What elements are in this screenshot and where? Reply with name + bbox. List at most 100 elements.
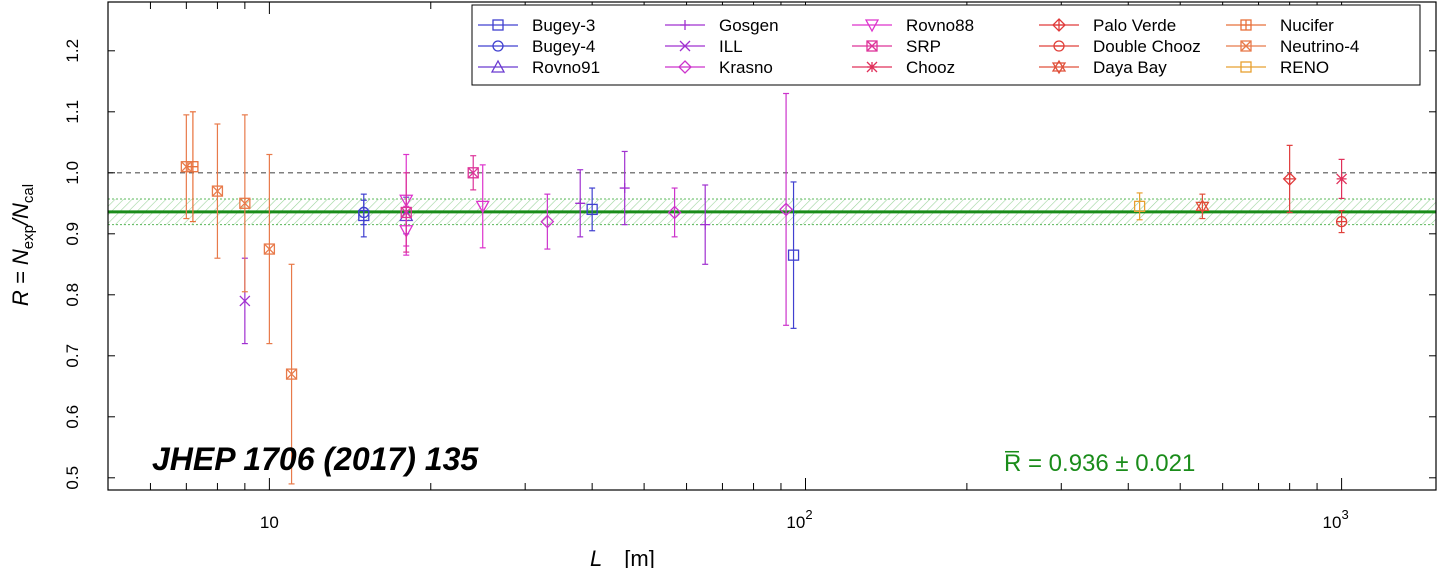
marker-cross [286,368,298,380]
data-point [180,114,192,220]
series-palo-verde [1282,144,1297,214]
data-point [1282,144,1297,214]
marker-cross [1240,40,1252,52]
series-chooz [1336,158,1348,200]
marker [1240,40,1252,52]
marker [239,197,251,209]
legend-entry: Double Chooz [1039,37,1201,56]
legend-label: ILL [719,37,743,56]
marker [263,243,276,255]
legend-entry: ILL [665,37,743,56]
marker-cross [239,197,251,209]
marker [700,219,711,230]
data-point [467,155,479,191]
series-double-chooz [1335,210,1348,234]
legend-entry: Rovno91 [478,58,600,77]
data-point [285,263,298,485]
marker [475,200,490,214]
marker-cross [211,185,223,197]
marker [787,249,800,261]
data-point [187,111,199,223]
marker-2 [1051,62,1067,75]
data-point [575,169,586,238]
data-point [586,187,598,232]
y-tick-label: 0.6 [63,405,82,429]
marker-plus [1054,20,1064,30]
y-tick-label: 0.7 [63,344,82,368]
x-tick-label: 103 [1323,507,1349,532]
legend-label: Gosgen [719,16,779,35]
marker [1052,18,1066,32]
marker-cross [866,40,878,52]
series-reno [1133,192,1146,221]
marker [211,185,224,197]
marker [678,60,692,74]
marker [779,202,793,217]
data-point [787,181,800,329]
y-tick-label: 1.2 [63,39,82,63]
y-tick-label: 0.5 [63,466,82,490]
marker-cross [263,243,275,255]
legend-label: Nucifer [1280,16,1334,35]
legend-entry: Nucifer [1226,16,1334,35]
marker [1336,173,1348,185]
series-srp [400,155,479,253]
legend-entry: Chooz [852,58,955,77]
legend-entry: Neutrino-4 [1226,37,1359,56]
marker [864,19,880,33]
marker [586,203,598,216]
data-point [779,92,793,326]
marker [575,198,586,209]
legend-entry: Daya Bay [1039,58,1167,77]
legend-entry: Bugey-3 [478,16,595,35]
data-point [619,150,630,226]
reference-annotation: JHEP 1706 (2017) 135 [152,441,479,477]
legend-box [471,4,1421,86]
marker [866,40,878,52]
legend-entry: SRP [852,37,941,56]
series-gosgen [575,150,711,265]
data-point [239,114,251,293]
marker [680,20,690,30]
x-tick-label: 10 [260,513,279,532]
data-point [1195,193,1210,220]
marker-cross [467,167,479,179]
data-point [700,184,711,265]
data-point [540,193,555,250]
data-point [211,123,224,259]
plot-frame [107,1,1437,491]
series-nucifer [187,111,199,223]
data-point [1336,158,1348,200]
legend-label: Rovno91 [532,58,600,77]
legend-label: Rovno88 [906,16,974,35]
data-point [358,199,370,226]
y-axis-title: R = Nexp/Ncal [8,184,37,306]
marker [467,167,479,179]
x-axis-title: L [m] [590,546,655,568]
legend-entry: RENO [1226,58,1329,77]
marker [1240,61,1252,73]
marker [492,40,504,52]
legend-entry: Gosgen [665,16,779,35]
data-point [1335,210,1348,234]
data-point [667,187,682,238]
legend-label: Chooz [906,58,955,77]
legend-entry: Palo Verde [1039,16,1176,35]
mean-label: R̅ = 0.936 ± 0.021 [1004,450,1195,477]
y-tick-label: 1.0 [63,161,82,185]
marker [679,40,691,52]
series-neutrino-4 [180,114,298,485]
y-tick-label: 0.9 [63,222,82,246]
data-point [1133,192,1146,221]
series-krasno [540,92,793,326]
axes: 0.5 0.6 0.7 0.8 0.9 1.0 1.1 1.2 10 102 103 [63,2,1436,532]
series-bugey-4 [358,199,370,226]
marker-cross [400,206,412,218]
legend-label: Palo Verde [1093,16,1176,35]
series-daya-bay [1195,193,1210,220]
marker [180,161,192,173]
marker [239,295,251,307]
marker [1051,59,1067,72]
marker-cross [180,161,192,173]
